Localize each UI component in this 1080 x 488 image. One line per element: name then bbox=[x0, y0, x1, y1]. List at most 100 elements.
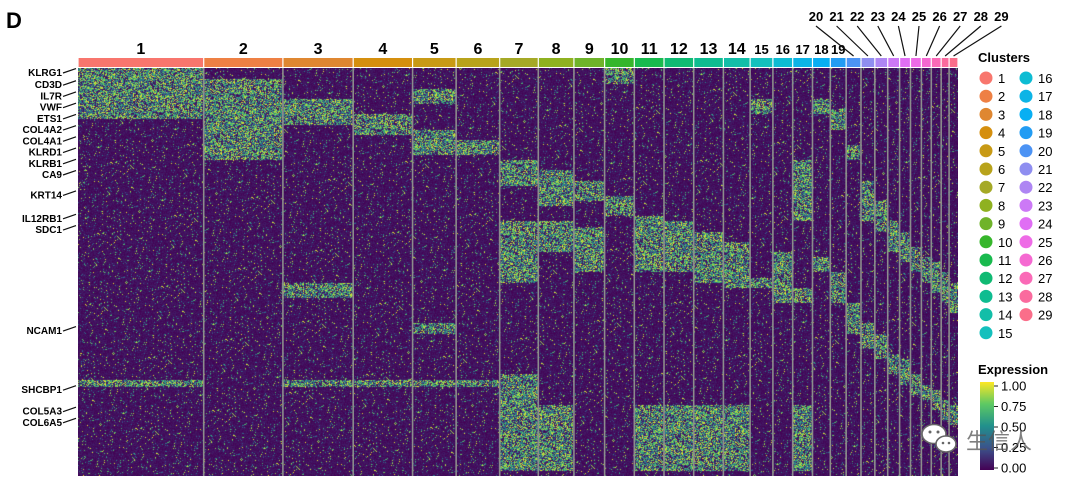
cluster-label-15: 15 bbox=[754, 42, 768, 57]
cluster-bar-27 bbox=[931, 58, 941, 67]
legend-swatch-8 bbox=[979, 198, 993, 212]
gene-label-krt14: KRT14 bbox=[30, 190, 62, 201]
cluster-leader-line bbox=[897, 25, 906, 57]
legend-swatch-5 bbox=[979, 144, 993, 158]
legend-label-9: 9 bbox=[998, 217, 1005, 232]
legend-label-26: 26 bbox=[1038, 253, 1052, 268]
cluster-leader-line bbox=[953, 25, 1002, 57]
legend-swatch-28 bbox=[1019, 289, 1033, 303]
legend-swatch-12 bbox=[979, 271, 993, 285]
gene-label-cd3d: CD3D bbox=[35, 80, 62, 91]
legend-label-14: 14 bbox=[998, 308, 1012, 323]
legend-label-22: 22 bbox=[1038, 180, 1052, 195]
legend-label-21: 21 bbox=[1038, 162, 1052, 177]
cluster-label-12: 12 bbox=[670, 41, 688, 58]
cluster-leader-line bbox=[856, 25, 882, 57]
gene-label-klrb1: KLRB1 bbox=[29, 159, 63, 170]
gene-label-klrg1: KLRG1 bbox=[28, 68, 62, 79]
legend-label-25: 25 bbox=[1038, 235, 1052, 250]
gene-label-ncam1: NCAM1 bbox=[26, 326, 62, 337]
cluster-label-6: 6 bbox=[473, 41, 482, 58]
wechat-icon bbox=[921, 423, 957, 453]
colorbar-tick-label: 0.50 bbox=[1001, 420, 1026, 435]
cluster-label-23: 23 bbox=[871, 9, 885, 24]
gene-label-sdc1: SDC1 bbox=[35, 225, 62, 236]
legend-label-1: 1 bbox=[998, 71, 1005, 86]
legend-label-6: 6 bbox=[998, 162, 1005, 177]
gene-leader-line bbox=[62, 136, 77, 142]
cluster-color-bars bbox=[78, 58, 958, 67]
colorbar-tick-label: 0.00 bbox=[1001, 461, 1026, 476]
gene-leader-line bbox=[62, 125, 77, 131]
gene-leader-line bbox=[62, 213, 77, 220]
cluster-label-29: 29 bbox=[994, 9, 1008, 24]
colorbar-tick-label: 0.25 bbox=[1001, 440, 1026, 455]
legend-swatch-27 bbox=[1019, 271, 1033, 285]
heatmap-body bbox=[78, 68, 958, 476]
legend-swatch-15 bbox=[979, 326, 993, 340]
gene-leader-line bbox=[62, 190, 77, 196]
cluster-label-11: 11 bbox=[641, 41, 658, 58]
legend-swatch-6 bbox=[979, 162, 993, 176]
cluster-label-25: 25 bbox=[912, 9, 926, 24]
legend-label-20: 20 bbox=[1038, 144, 1052, 159]
cluster-label-7: 7 bbox=[515, 41, 524, 58]
legend-label-15: 15 bbox=[998, 326, 1012, 341]
legend-swatch-10 bbox=[979, 235, 993, 249]
cluster-label-13: 13 bbox=[700, 41, 718, 58]
gene-label-col4a1: COL4A1 bbox=[23, 136, 63, 147]
gene-leader-line bbox=[62, 406, 77, 413]
legend-swatch-16 bbox=[1019, 71, 1033, 85]
cluster-leader-line bbox=[877, 25, 895, 57]
legend-swatch-29 bbox=[1019, 308, 1033, 322]
cluster-bar-8 bbox=[538, 58, 574, 67]
cluster-separators bbox=[202, 68, 950, 476]
gene-label-shcbp1: SHCBP1 bbox=[21, 385, 62, 396]
cluster-bar-1 bbox=[78, 58, 204, 67]
cluster-label-18: 18 bbox=[814, 42, 828, 57]
cluster-leader-line bbox=[815, 25, 854, 57]
gene-leader-line bbox=[62, 102, 77, 109]
gene-leader-line bbox=[62, 113, 77, 120]
cluster-label-1: 1 bbox=[136, 41, 145, 58]
gene-label-klrd1: KLRD1 bbox=[29, 148, 63, 159]
gene-leader-line bbox=[62, 147, 77, 154]
cluster-label-24: 24 bbox=[891, 9, 906, 24]
legend-label-13: 13 bbox=[998, 289, 1012, 304]
legend-label-4: 4 bbox=[998, 126, 1005, 141]
cluster-label-22: 22 bbox=[850, 9, 864, 24]
legend-label-7: 7 bbox=[998, 180, 1005, 195]
gene-leader-line bbox=[62, 169, 77, 176]
cluster-label-28: 28 bbox=[974, 9, 988, 24]
cluster-leader-line bbox=[944, 25, 982, 57]
gene-leader-line bbox=[62, 417, 77, 424]
cluster-leader-line bbox=[935, 25, 961, 57]
cluster-bar-24 bbox=[900, 58, 910, 67]
legend-label-16: 16 bbox=[1038, 71, 1052, 86]
colorbar-tick-label: 0.75 bbox=[1001, 399, 1026, 414]
legend-label-27: 27 bbox=[1038, 271, 1052, 286]
cluster-bar-20 bbox=[846, 58, 861, 67]
gene-leader-line bbox=[62, 326, 77, 332]
cluster-bar-4 bbox=[353, 58, 412, 67]
cluster-label-27: 27 bbox=[953, 9, 967, 24]
expression-colorbar bbox=[980, 382, 994, 470]
legend-swatch-9 bbox=[979, 217, 993, 231]
gene-leader-line bbox=[62, 225, 77, 231]
cluster-label-26: 26 bbox=[932, 9, 946, 24]
heatmap-cells bbox=[78, 68, 958, 476]
legend-swatch-2 bbox=[979, 89, 993, 103]
cluster-bar-18 bbox=[813, 58, 830, 67]
legend-swatch-11 bbox=[979, 253, 993, 267]
cluster-bar-6 bbox=[456, 58, 500, 67]
cluster-label-2: 2 bbox=[239, 41, 248, 58]
cluster-bar-2 bbox=[204, 58, 283, 67]
legend-label-19: 19 bbox=[1038, 126, 1052, 141]
cluster-bar-12 bbox=[664, 58, 694, 67]
gene-label-vwf: VWF bbox=[40, 103, 62, 114]
cluster-bar-19 bbox=[830, 58, 846, 67]
legend-swatch-26 bbox=[1019, 253, 1033, 267]
legend-swatch-20 bbox=[1019, 144, 1033, 158]
legend-swatch-17 bbox=[1019, 89, 1033, 103]
